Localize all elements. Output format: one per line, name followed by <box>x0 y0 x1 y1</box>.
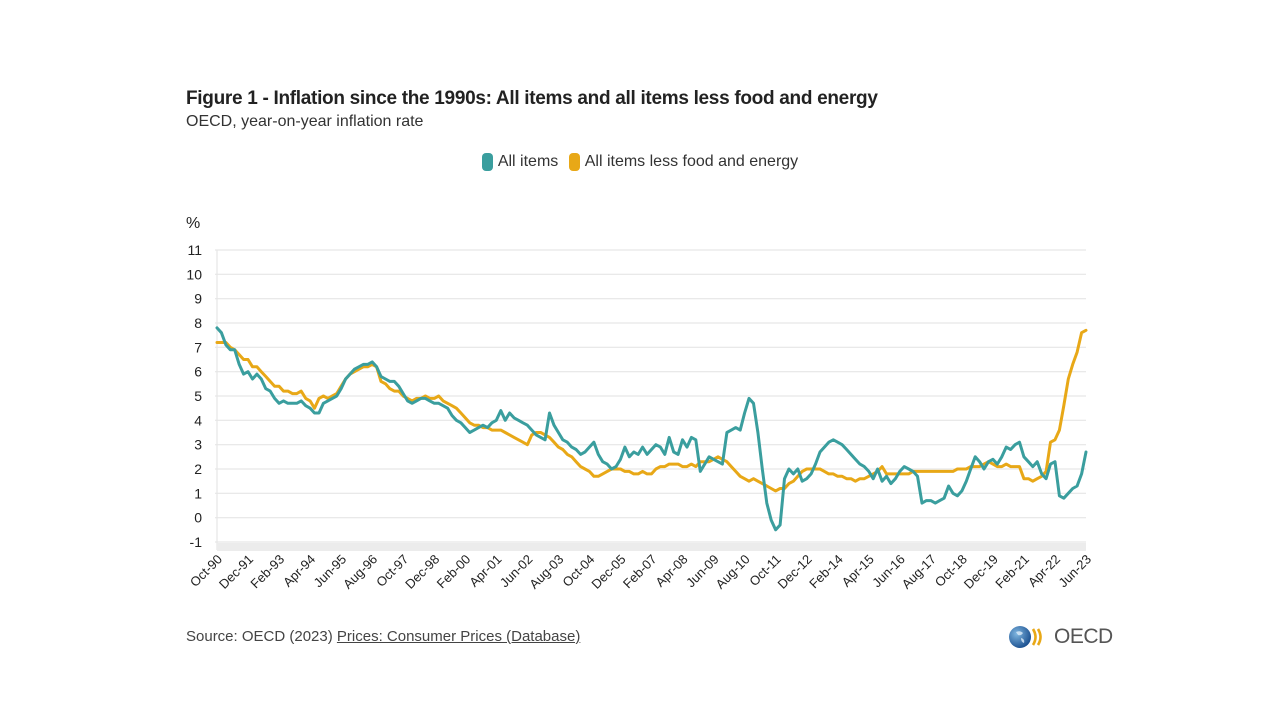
source-note: Source: OECD (2023) Prices: Consumer Pri… <box>186 628 580 645</box>
y-tick-label: 2 <box>194 461 202 477</box>
y-axis-unit-label: % <box>186 215 200 232</box>
legend-label: All items less food and energy <box>584 153 799 170</box>
x-tick-label: Apr-01 <box>466 552 504 590</box>
legend-item-all-items[interactable]: All items <box>481 153 559 171</box>
x-tick-label: Apr-08 <box>652 552 690 590</box>
x-tick-label: Aug-96 <box>340 552 380 592</box>
source-link[interactable]: Prices: Consumer Prices (Database) <box>336 628 581 645</box>
y-tick-label: 4 <box>194 412 202 428</box>
x-tick-label: Dec-05 <box>588 552 628 592</box>
x-tick-label: Aug-10 <box>712 552 752 592</box>
y-tick-label: 5 <box>194 388 202 404</box>
x-tick-label: Dec-91 <box>216 552 256 592</box>
x-tick-label: Feb-07 <box>620 552 660 592</box>
globe-icon <box>1009 626 1042 648</box>
y-tick-label: 7 <box>194 339 202 355</box>
y-tick-label: 1 <box>194 485 202 501</box>
x-tick-label: Apr-94 <box>280 552 318 590</box>
x-tick-label: Dec-98 <box>402 552 442 592</box>
legend-swatch-core <box>568 153 580 171</box>
x-tick-label: Dec-19 <box>961 552 1001 592</box>
legend-label: All items <box>497 153 559 170</box>
y-tick-label: -1 <box>190 534 203 550</box>
x-tick-label: Feb-14 <box>806 552 846 592</box>
x-tick-label: Dec-12 <box>775 552 815 592</box>
series-line-all-items-less-food-and-energy <box>215 328 1088 493</box>
chart-title: Figure 1 - Inflation since the 1990s: Al… <box>186 88 878 109</box>
x-tick-label: Apr-15 <box>839 552 877 590</box>
gridlines <box>215 249 1086 551</box>
series-lines <box>215 326 1088 532</box>
y-tick-label: 10 <box>186 266 202 282</box>
x-tick-label: Feb-93 <box>247 552 287 592</box>
chart-subtitle: OECD, year-on-year inflation rate <box>186 113 424 130</box>
logo-text: OECD <box>1054 625 1113 648</box>
x-tick-label: Apr-22 <box>1025 552 1063 590</box>
y-tick-label: 6 <box>194 364 202 380</box>
y-tick-label: 9 <box>194 291 202 307</box>
y-tick-label: 8 <box>194 315 202 331</box>
legend: All items All items less food and energy <box>0 153 1280 176</box>
oecd-logo: OECD <box>1008 624 1113 650</box>
x-axis-tick-strip <box>217 543 1086 551</box>
series-line-all-items <box>215 326 1088 532</box>
x-axis-ticks: Oct-90Dec-91Feb-93Apr-94Jun-95Aug-96Oct-… <box>187 552 1094 592</box>
x-tick-label: Feb-21 <box>992 552 1032 592</box>
y-tick-label: 11 <box>187 242 202 258</box>
y-tick-label: 3 <box>194 437 202 453</box>
legend-swatch-all-items <box>481 153 493 171</box>
legend-item-core[interactable]: All items less food and energy <box>568 153 799 171</box>
x-tick-label: Aug-03 <box>526 552 566 592</box>
figure-card <box>150 72 1115 660</box>
x-tick-label: Feb-00 <box>434 552 474 592</box>
x-tick-label: Jun-23 <box>1055 552 1094 591</box>
x-tick-label: Aug-17 <box>899 552 939 592</box>
source-prefix: Source: OECD (2023) <box>186 628 337 645</box>
y-tick-label: 0 <box>194 510 202 526</box>
